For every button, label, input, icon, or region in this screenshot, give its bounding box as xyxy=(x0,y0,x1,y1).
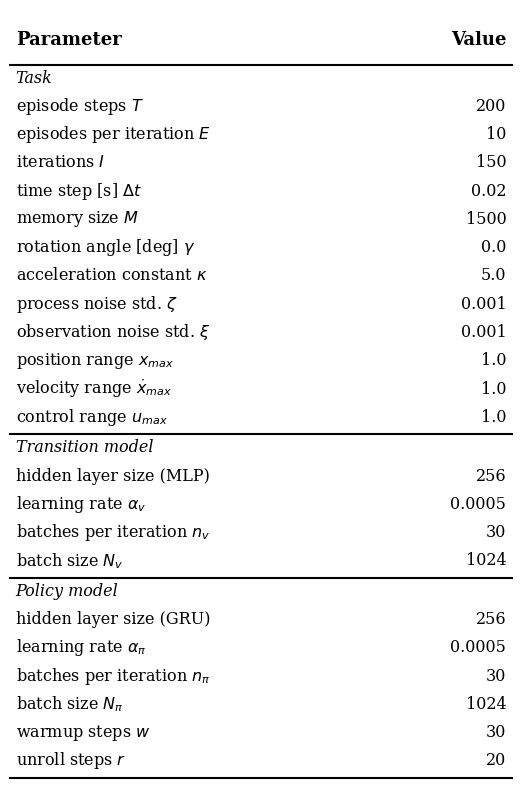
Text: episodes per iteration $E$: episodes per iteration $E$ xyxy=(16,125,211,145)
Text: 150: 150 xyxy=(476,154,506,171)
Text: 20: 20 xyxy=(486,753,506,769)
Text: batch size $N_{\pi}$: batch size $N_{\pi}$ xyxy=(16,694,123,714)
Text: 256: 256 xyxy=(476,467,506,485)
Text: batches per iteration $n_v$: batches per iteration $n_v$ xyxy=(16,522,210,543)
Text: 1.0: 1.0 xyxy=(481,381,506,397)
Text: 30: 30 xyxy=(486,667,506,685)
Text: 200: 200 xyxy=(476,98,506,115)
Text: hidden layer size (MLP): hidden layer size (MLP) xyxy=(16,467,209,485)
Text: batch size $N_v$: batch size $N_v$ xyxy=(16,551,123,571)
Text: observation noise std. $\xi$: observation noise std. $\xi$ xyxy=(16,322,210,343)
Text: 1024: 1024 xyxy=(466,696,506,713)
Text: 10: 10 xyxy=(486,126,506,143)
Text: 1.0: 1.0 xyxy=(481,352,506,370)
Text: 1.0: 1.0 xyxy=(481,409,506,426)
Text: velocity range $\dot{x}_{max}$: velocity range $\dot{x}_{max}$ xyxy=(16,378,172,400)
Text: 0.001: 0.001 xyxy=(460,324,506,341)
Text: 256: 256 xyxy=(476,611,506,628)
Text: Transition model: Transition model xyxy=(16,439,153,456)
Text: 0.02: 0.02 xyxy=(471,183,506,199)
Text: time step [s] $\Delta t$: time step [s] $\Delta t$ xyxy=(16,180,142,202)
Text: Parameter: Parameter xyxy=(16,31,122,49)
Text: control range $u_{max}$: control range $u_{max}$ xyxy=(16,407,168,428)
Text: hidden layer size (GRU): hidden layer size (GRU) xyxy=(16,611,210,628)
Text: rotation angle [deg] $\gamma$: rotation angle [deg] $\gamma$ xyxy=(16,237,195,258)
Text: 0.0: 0.0 xyxy=(481,240,506,256)
Text: 5.0: 5.0 xyxy=(481,267,506,284)
Text: Value: Value xyxy=(451,31,506,49)
Text: batches per iteration $n_{\pi}$: batches per iteration $n_{\pi}$ xyxy=(16,666,210,686)
Text: position range $x_{max}$: position range $x_{max}$ xyxy=(16,351,174,370)
Text: 1024: 1024 xyxy=(466,552,506,570)
Text: acceleration constant $\kappa$: acceleration constant $\kappa$ xyxy=(16,267,207,284)
Text: unroll steps $r$: unroll steps $r$ xyxy=(16,750,126,771)
Text: memory size $M$: memory size $M$ xyxy=(16,210,138,229)
Text: Task: Task xyxy=(16,69,53,87)
Text: Policy model: Policy model xyxy=(16,583,118,600)
Text: 30: 30 xyxy=(486,524,506,541)
Text: 30: 30 xyxy=(486,724,506,742)
Text: learning rate $\alpha_{\pi}$: learning rate $\alpha_{\pi}$ xyxy=(16,637,146,658)
Text: learning rate $\alpha_v$: learning rate $\alpha_v$ xyxy=(16,494,146,515)
Text: 0.0005: 0.0005 xyxy=(450,496,506,513)
Text: iterations $I$: iterations $I$ xyxy=(16,154,105,171)
Text: warmup steps $w$: warmup steps $w$ xyxy=(16,723,150,742)
Text: 1500: 1500 xyxy=(466,211,506,228)
Text: 0.001: 0.001 xyxy=(460,296,506,313)
Text: episode steps $T$: episode steps $T$ xyxy=(16,96,144,117)
Text: 0.0005: 0.0005 xyxy=(450,639,506,656)
Text: process noise std. $\zeta$: process noise std. $\zeta$ xyxy=(16,294,177,314)
